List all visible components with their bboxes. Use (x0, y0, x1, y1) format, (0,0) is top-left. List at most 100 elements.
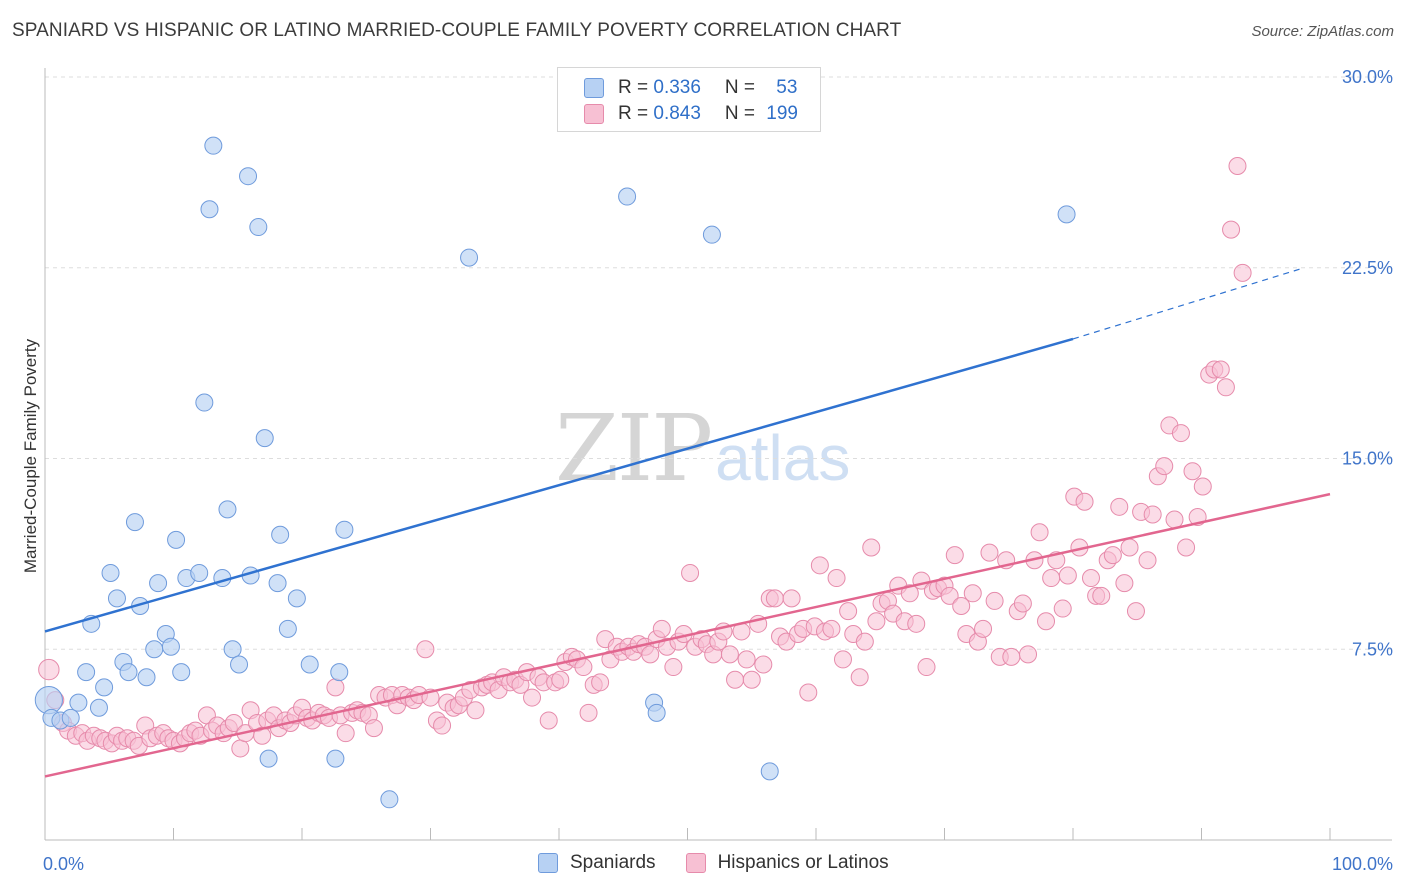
spaniard-point (271, 525, 290, 544)
series-legend: Spaniards Hispanics or Latinos (538, 852, 919, 874)
hispanic-point (1103, 546, 1122, 565)
spaniard-point (702, 225, 721, 244)
hispanic-point (1165, 510, 1184, 529)
spaniard-point (61, 708, 80, 727)
y-tick-label: 22.5% (1342, 258, 1393, 278)
hispanic-point (900, 584, 919, 603)
hispanic-point (850, 668, 869, 687)
hispanic-point (952, 597, 971, 616)
hispanic-point (945, 546, 964, 565)
spaniard-point (1057, 205, 1076, 224)
spaniard-point (95, 678, 114, 697)
chart-title: SPANIARD VS HISPANIC OR LATINO MARRIED-C… (12, 20, 902, 41)
legend-row-spaniards: R = 0.336 N = 53 (584, 76, 797, 100)
spaniard-point (618, 187, 637, 206)
hispanic-point (1058, 566, 1077, 585)
spaniard-point (89, 698, 108, 717)
hispanic-point (940, 586, 959, 605)
legend-n-value: 53 (776, 77, 798, 98)
hispanic-point (827, 569, 846, 588)
hispanic-point (1081, 569, 1100, 588)
legend-r-value: 0.336 (653, 77, 701, 98)
hispanic-point (1193, 477, 1212, 496)
legend-swatch-blue (538, 853, 558, 873)
hispanic-point (539, 711, 558, 730)
hispanic-point (1042, 569, 1061, 588)
hispanic-point (782, 589, 801, 608)
x-tick-label-min: 0.0% (43, 854, 84, 874)
hispanic-point (1138, 551, 1157, 570)
spaniard-trendline-extension (1072, 267, 1305, 340)
hispanic-point (1155, 457, 1174, 476)
hispanic-point (416, 640, 435, 659)
spaniard-point (195, 393, 214, 412)
hispanic-point (974, 619, 993, 638)
correlation-legend: R = 0.336 N = 53 R = 0.843 N = 199 (557, 67, 821, 132)
legend-r-label: R = (618, 103, 654, 124)
hispanic-point (336, 724, 355, 743)
spaniard-point (326, 749, 345, 768)
spaniard-point (145, 640, 164, 659)
legend-row-hispanics: R = 0.843 N = 199 (584, 102, 798, 126)
hispanic-point (765, 589, 784, 608)
legend-swatch-blue (584, 78, 604, 98)
spaniard-point (330, 663, 349, 682)
hispanic-trendline (44, 492, 1331, 778)
legend-r-label: R = (618, 77, 654, 98)
hispanic-point (867, 612, 886, 631)
hispanic-point (1019, 645, 1038, 664)
hispanic-point (1115, 574, 1134, 593)
source-note: Source: ZipAtlas.com (1251, 23, 1394, 40)
spaniard-point (101, 563, 120, 582)
hispanic-point (224, 714, 243, 733)
hispanic-point (38, 658, 60, 681)
hispanic-point (1211, 360, 1230, 379)
hispanic-point (1228, 157, 1247, 176)
spaniard-point (278, 619, 297, 638)
hispanic-point (364, 719, 383, 738)
spaniard-point (230, 655, 249, 674)
hispanic-point (980, 543, 999, 562)
hispanic-point (466, 701, 485, 720)
hispanic-point (1037, 612, 1056, 631)
hispanic-point (1171, 424, 1190, 443)
hispanic-point (231, 739, 250, 758)
hispanic-point (833, 650, 852, 669)
spaniard-point (167, 530, 186, 549)
y-tick-label: 7.5% (1352, 639, 1393, 659)
legend-swatch-pink (685, 853, 706, 873)
legend-r-value: 0.843 (653, 103, 701, 124)
spaniard-point (268, 574, 287, 593)
spaniard-trendline (44, 337, 1074, 633)
hispanic-point (917, 658, 936, 677)
spaniard-point (460, 248, 479, 267)
hispanic-point (1013, 594, 1032, 613)
series-legend-spaniards: Spaniards (538, 852, 656, 874)
hispanic-point (551, 670, 570, 689)
spaniard-point (190, 563, 209, 582)
hispanic-point (1030, 523, 1049, 542)
spaniard-point (287, 589, 306, 608)
hispanic-point (574, 658, 593, 677)
hispanic-point (737, 650, 756, 669)
spaniard-point (647, 703, 666, 722)
hispanic-point (799, 683, 818, 702)
spaniard-point (239, 167, 258, 186)
legend-n-label: N = (724, 103, 761, 124)
spaniard-point (259, 749, 278, 768)
hispanic-point (754, 655, 773, 674)
hispanic-point (907, 614, 926, 633)
spaniard-point (335, 520, 354, 539)
hispanic-point (1177, 538, 1196, 557)
hispanic-point (1053, 599, 1072, 618)
y-tick-label: 15.0% (1342, 449, 1393, 469)
series-legend-label: Spaniards (570, 852, 656, 873)
spaniard-point (77, 663, 96, 682)
hispanic-point (591, 673, 610, 692)
hispanic-point (652, 619, 671, 638)
hispanic-point (985, 591, 1004, 610)
hispanic-point (523, 688, 542, 707)
hispanic-point (1110, 497, 1129, 516)
y-tick-label: 30.0% (1342, 67, 1393, 87)
